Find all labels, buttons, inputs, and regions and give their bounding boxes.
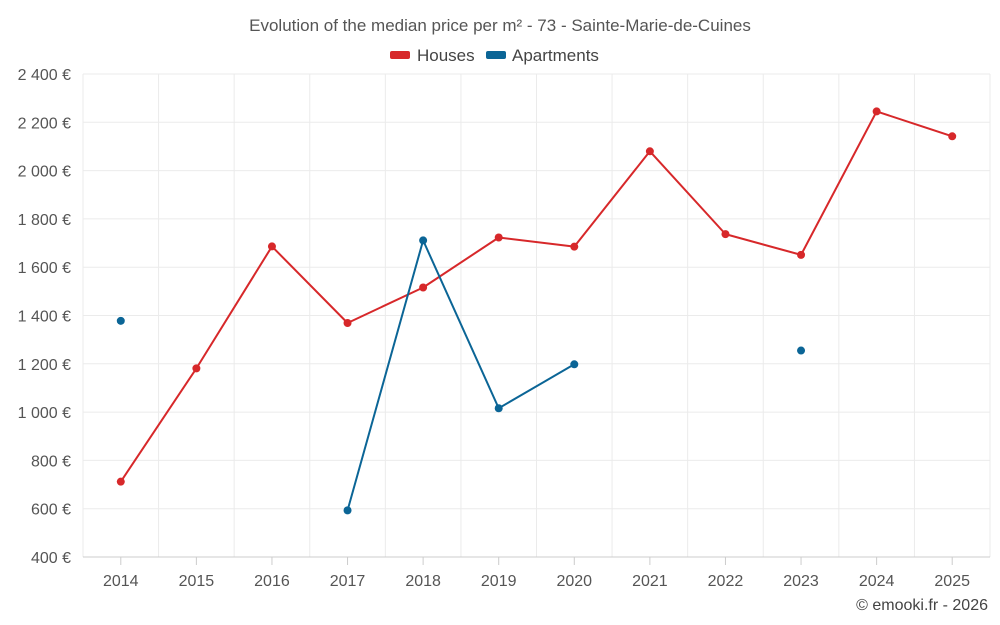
houses-point-2015[interactable] — [192, 364, 201, 373]
x-tick-label: 2018 — [405, 573, 441, 590]
credit: © emooki.fr - 2026 — [856, 597, 988, 614]
legend-item-houses[interactable]: Houses — [390, 46, 475, 65]
houses-point-2020[interactable] — [570, 242, 579, 251]
x-tick-label: 2019 — [481, 573, 517, 590]
legend-label-houses: Houses — [417, 46, 475, 65]
x-tick-label: 2022 — [708, 573, 744, 590]
legend-swatch-houses — [390, 51, 410, 59]
y-tick-label: 800 € — [31, 453, 71, 470]
x-tick-label: 2015 — [179, 573, 215, 590]
houses-point-2016[interactable] — [267, 242, 276, 251]
y-axis: 400 € 600 € 800 € 1 000 € 1 200 € 1 400 € 1 60… — [18, 67, 71, 567]
chart-title: Evolution of the median price per m² - 7… — [249, 16, 751, 35]
y-tick-label: 2 000 € — [18, 164, 71, 181]
houses-line — [119, 110, 953, 483]
y-tick-label: 2 400 € — [18, 67, 71, 84]
houses-point-2023[interactable] — [797, 250, 806, 259]
x-tick-label: 2020 — [556, 573, 592, 590]
y-tick-label: 400 € — [31, 550, 71, 567]
houses-point-2019[interactable] — [494, 233, 503, 242]
series-layer — [116, 107, 957, 515]
apartments-point-2017[interactable] — [343, 506, 352, 515]
series-houses — [116, 107, 957, 486]
x-tick-label: 2023 — [783, 573, 819, 590]
y-tick-label: 1 600 € — [18, 260, 71, 277]
grid — [82, 73, 991, 558]
legend-label-apartments: Apartments — [512, 46, 599, 65]
x-tick-label: 2016 — [254, 573, 290, 590]
y-tick-label: 1 800 € — [18, 212, 71, 229]
legend-item-apartments[interactable]: Apartments — [486, 46, 599, 65]
houses-point-2022[interactable] — [721, 230, 730, 239]
x-tick-label: 2025 — [934, 573, 970, 590]
apartments-point-2014[interactable] — [116, 316, 125, 325]
houses-point-2018[interactable] — [419, 283, 428, 292]
apartments-point-2018[interactable] — [419, 236, 428, 245]
y-tick-label: 600 € — [31, 502, 71, 519]
x-tick-label: 2017 — [330, 573, 366, 590]
y-tick-label: 2 200 € — [18, 115, 71, 132]
x-axis: 2014 2015 2016 2017 2018 2019 2020 2021 2022 2023… — [103, 557, 970, 590]
series-apartments — [116, 236, 806, 515]
apartments-point-2019[interactable] — [494, 404, 503, 413]
houses-point-2025[interactable] — [948, 132, 957, 141]
apartments-point-2023[interactable] — [797, 346, 806, 355]
houses-point-2017[interactable] — [343, 318, 352, 327]
apartments-line — [346, 239, 575, 511]
x-tick-label: 2021 — [632, 573, 668, 590]
legend[interactable]: Houses Apartments — [390, 46, 599, 65]
x-tick-label: 2024 — [859, 573, 895, 590]
legend-swatch-apartments — [486, 51, 506, 59]
houses-point-2014[interactable] — [116, 477, 125, 486]
houses-point-2024[interactable] — [872, 107, 881, 116]
houses-point-2021[interactable] — [645, 147, 654, 156]
y-tick-label: 1 000 € — [18, 405, 71, 422]
x-tick-label: 2014 — [103, 573, 139, 590]
apartments-point-2020[interactable] — [570, 360, 579, 369]
y-tick-label: 1 200 € — [18, 357, 71, 374]
y-tick-label: 1 400 € — [18, 309, 71, 326]
